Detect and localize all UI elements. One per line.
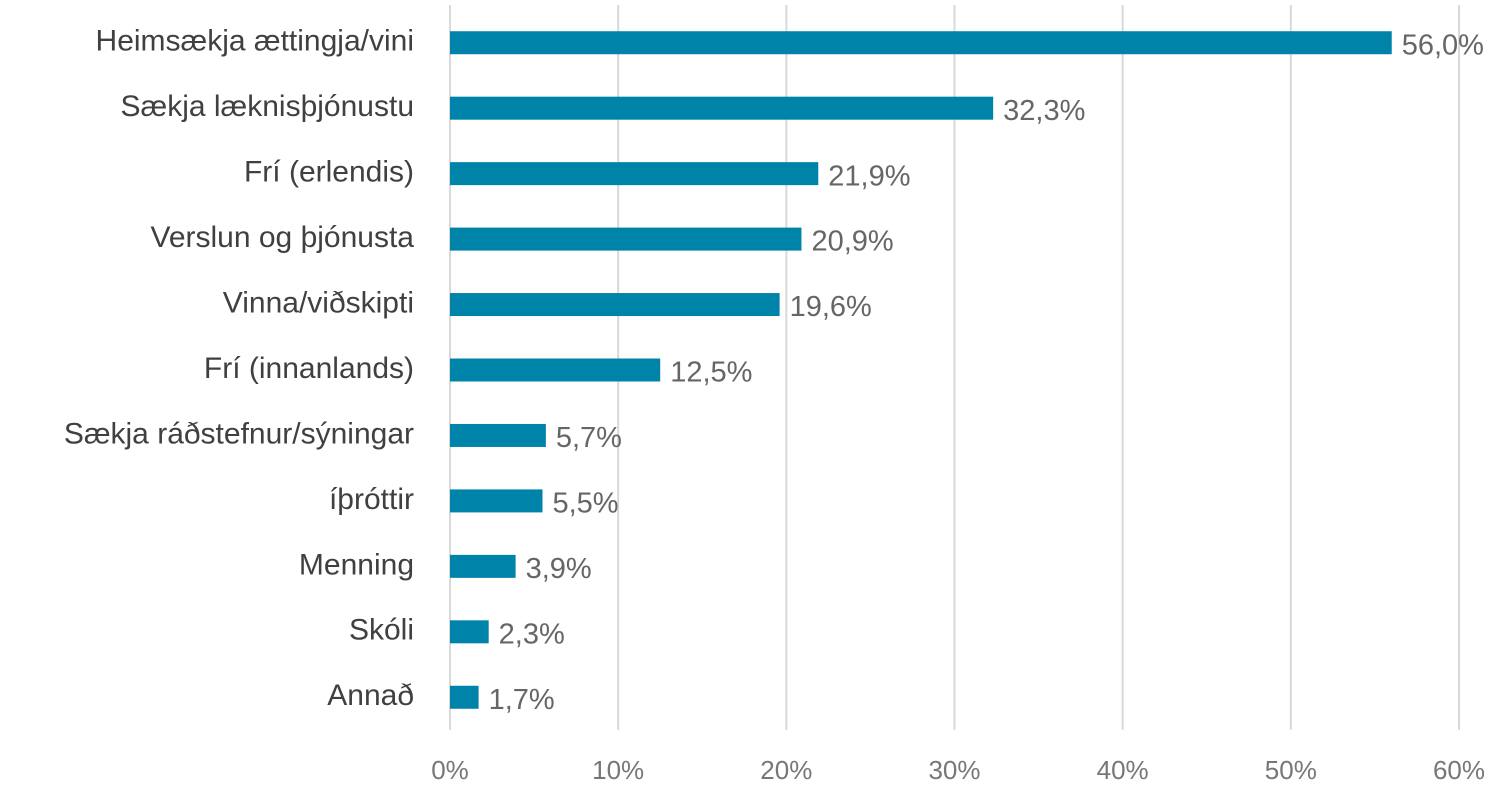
bar bbox=[450, 685, 479, 709]
bar bbox=[450, 162, 819, 186]
value-label: 12,5% bbox=[670, 357, 752, 389]
bar bbox=[450, 227, 802, 251]
bar bbox=[450, 620, 489, 644]
y-tick-label: íþróttir bbox=[329, 483, 414, 516]
y-tick-label: Menning bbox=[299, 548, 414, 581]
value-label: 20,9% bbox=[811, 226, 893, 258]
x-tick-label: 30% bbox=[928, 755, 980, 785]
x-tick-label: 40% bbox=[1097, 755, 1149, 785]
value-label: 1,7% bbox=[489, 684, 555, 716]
bar bbox=[450, 489, 543, 513]
bar bbox=[450, 423, 546, 447]
bar bbox=[450, 293, 780, 317]
y-tick-label: Sækja ráðstefnur/sýningar bbox=[64, 417, 414, 450]
y-tick-label: Frí (innanlands) bbox=[204, 352, 414, 385]
y-tick-label: Annað bbox=[327, 679, 414, 712]
y-tick-label: Verslun og þjónusta bbox=[150, 221, 414, 254]
y-tick-label: Skóli bbox=[349, 614, 414, 647]
value-label: 3,9% bbox=[526, 553, 592, 585]
bar bbox=[450, 358, 661, 382]
value-label: 21,9% bbox=[828, 160, 910, 192]
x-tick-label: 0% bbox=[431, 755, 469, 785]
bar bbox=[450, 31, 1392, 55]
value-label: 2,3% bbox=[499, 618, 565, 650]
value-label: 19,6% bbox=[790, 291, 872, 323]
x-tick-label: 60% bbox=[1433, 755, 1485, 785]
x-tick-label: 20% bbox=[760, 755, 812, 785]
value-label: 5,7% bbox=[556, 422, 622, 454]
y-tick-label: Frí (erlendis) bbox=[244, 156, 414, 189]
y-tick-label: Heimsækja ættingja/vini bbox=[96, 25, 414, 58]
bar bbox=[450, 554, 516, 578]
bar bbox=[450, 96, 994, 120]
value-label: 5,5% bbox=[552, 488, 618, 520]
value-label: 32,3% bbox=[1003, 95, 1085, 127]
y-tick-label: Vinna/viðskipti bbox=[223, 286, 414, 319]
value-label: 56,0% bbox=[1402, 29, 1484, 61]
x-tick-label: 50% bbox=[1265, 755, 1317, 785]
x-tick-label: 10% bbox=[592, 755, 644, 785]
y-tick-label: Sækja læknisþjónustu bbox=[121, 90, 414, 123]
